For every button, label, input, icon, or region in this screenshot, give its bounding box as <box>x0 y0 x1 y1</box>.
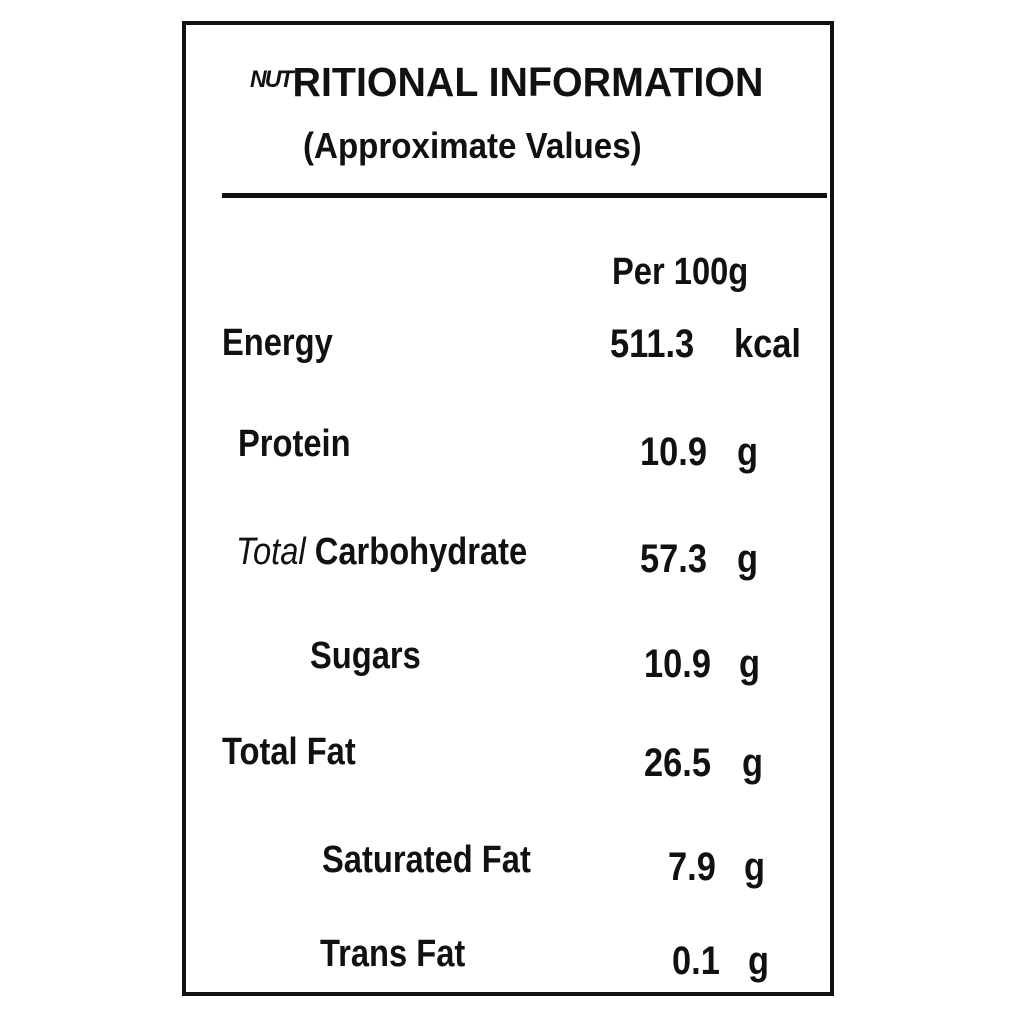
nutrient-unit-energy: kcal <box>734 322 801 366</box>
nutrient-unit-total-fat: g <box>742 741 764 785</box>
nutrient-name-protein: Protein <box>238 423 351 465</box>
nutrient-name-energy: Energy <box>222 322 333 364</box>
nutrient-unit-protein: g <box>737 430 759 474</box>
nutrient-unit-sugars: g <box>739 642 761 686</box>
nutrient-name-sugars: Sugars <box>310 635 421 677</box>
nutrient-name-saturated-fat: Saturated Fat <box>322 839 531 881</box>
nutrient-unit-trans-fat: g <box>748 939 770 983</box>
nutrient-value-trans-fat: 0.1 <box>672 939 720 983</box>
label-subtitle: (Approximate Values) <box>303 125 642 166</box>
nutrient-name-carbohydrate: Total Carbohydrate <box>236 531 527 574</box>
nutrient-value-energy: 511.3 <box>610 322 695 366</box>
nutrient-value-carbohydrate: 57.3 <box>640 537 707 581</box>
nutrient-name-trans-fat: Trans Fat <box>320 933 466 975</box>
nutrient-value-sugars: 10.9 <box>644 642 711 686</box>
label-title: NUTRITIONAL INFORMATION <box>250 59 763 106</box>
nutrient-value-total-fat: 26.5 <box>644 741 711 785</box>
nutrient-name-total-fat: Total Fat <box>222 731 356 773</box>
column-header-per-100g: Per 100g <box>612 251 749 293</box>
carbohydrate-label: Carbohydrate <box>314 531 528 573</box>
nutrition-label: NUTRITIONAL INFORMATION (Approximate Val… <box>182 21 834 996</box>
title-text: RITIONAL INFORMATION <box>292 59 764 105</box>
carbohydrate-prefix: Total <box>236 531 306 573</box>
title-divider <box>222 193 827 198</box>
nutrient-value-protein: 10.9 <box>640 430 707 474</box>
nutrient-unit-carbohydrate: g <box>737 537 759 581</box>
nutrient-value-saturated-fat: 7.9 <box>668 845 716 889</box>
nutrient-unit-saturated-fat: g <box>744 845 766 889</box>
title-prefix: NUT <box>250 66 294 93</box>
